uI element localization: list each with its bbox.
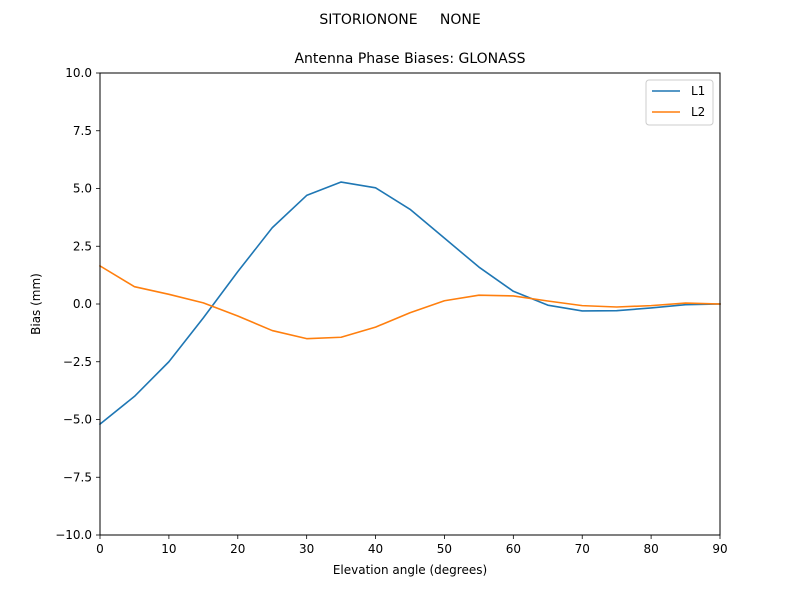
y-tick-label: 5.0: [73, 182, 92, 196]
x-tick-label: 40: [368, 542, 383, 556]
plot-area: [100, 73, 720, 535]
x-tick-label: 80: [643, 542, 658, 556]
y-tick-label: −10.0: [55, 528, 92, 542]
legend: L1 L2: [645, 79, 714, 126]
y-tick-label: 2.5: [73, 239, 92, 253]
series-line-l1: [98, 181, 721, 426]
legend-label-l2: L2: [691, 105, 705, 119]
x-tick-label: 30: [299, 542, 314, 556]
y-tick-label: −7.5: [63, 470, 92, 484]
plot-background: [100, 73, 720, 535]
y-axis-ticks: −10.0 −7.5 −5.0 −2.5 0.0 2.5 5.0 7.5 10.0: [55, 66, 100, 542]
y-tick-label: −5.0: [63, 413, 92, 427]
y-axis-label: Bias (mm): [29, 273, 43, 335]
x-tick-label: 10: [161, 542, 176, 556]
x-tick-label: 50: [437, 542, 452, 556]
x-tick-label: 20: [230, 542, 245, 556]
x-tick-label: 0: [96, 542, 104, 556]
x-tick-label: 70: [575, 542, 590, 556]
x-tick-label: 90: [712, 542, 727, 556]
y-tick-label: 10.0: [65, 66, 92, 80]
legend-label-l1: L1: [691, 84, 705, 98]
y-tick-label: 7.5: [73, 124, 92, 138]
chart-suptitle: SITORIONONE NONE: [319, 12, 480, 28]
chart-title: Antenna Phase Biases: GLONASS: [294, 51, 525, 67]
x-axis-ticks: 0 10 20 30 40 50 60 70 80 90: [96, 535, 728, 556]
series-line-l2: [98, 264, 721, 340]
y-tick-label: 0.0: [73, 297, 92, 311]
x-tick-label: 60: [506, 542, 521, 556]
x-axis-label: Elevation angle (degrees): [333, 563, 487, 577]
y-tick-label: −2.5: [63, 355, 92, 369]
series-layer: [98, 181, 721, 426]
